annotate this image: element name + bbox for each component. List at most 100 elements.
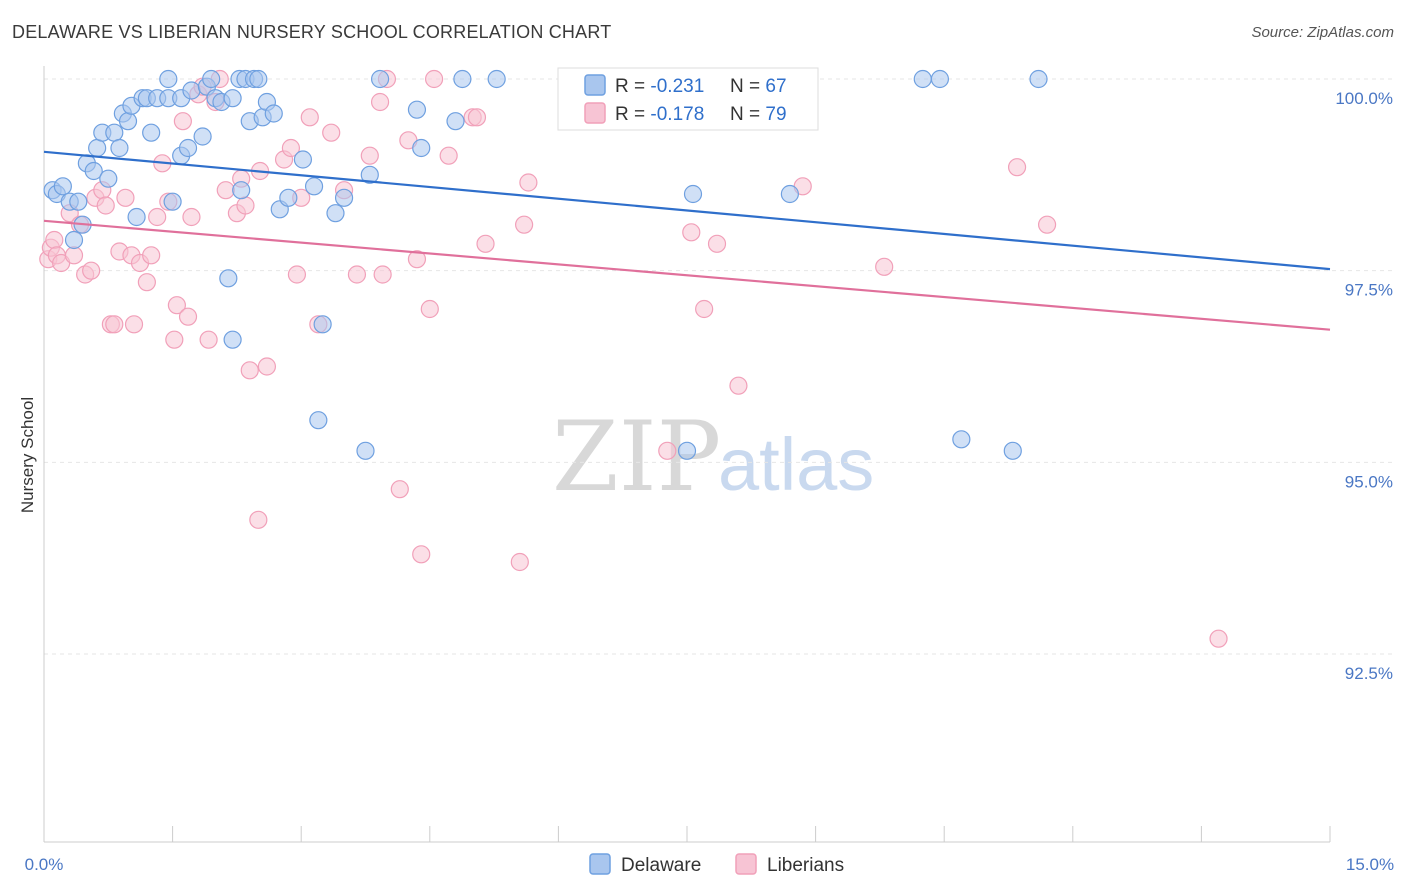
delaware-point (304, 177, 324, 196)
delaware-points (43, 69, 1048, 460)
delaware-point (293, 150, 313, 169)
liberians-point (124, 315, 144, 334)
liberians-point (1007, 158, 1027, 177)
source-credit: Source: ZipAtlas.com (1251, 24, 1394, 41)
svg-text:N = 67: N = 67 (730, 76, 787, 97)
svg-text:R = -0.178: R = -0.178 (615, 104, 704, 125)
liberians-point (370, 92, 390, 112)
liberians-point (1209, 629, 1228, 648)
liberians-point (695, 299, 714, 319)
legend-n-value-liberians: 79 (765, 104, 786, 125)
delaware-point (334, 188, 354, 207)
liberians-point (347, 265, 367, 284)
delaware-point (279, 188, 298, 207)
svg-text:N = 79: N = 79 (730, 104, 787, 125)
liberians-point (515, 215, 534, 234)
delaware-point (105, 123, 124, 142)
delaware-point (1003, 441, 1022, 460)
legend-swatch-liberians (584, 102, 606, 124)
delaware-point (683, 184, 703, 204)
liberians-point (249, 510, 268, 529)
liberians-point (439, 146, 458, 165)
trend-lines (43, 150, 1331, 331)
liberians-point (287, 265, 307, 284)
liberians-point (116, 188, 135, 207)
delaware-point (407, 100, 427, 119)
liberians-point (658, 441, 677, 460)
liberians-trend-line (43, 219, 1331, 331)
delaware-point (913, 69, 932, 89)
delaware-point (182, 81, 201, 100)
liberians-point (142, 246, 161, 265)
legend-r-label-liberians: R = (615, 104, 645, 125)
watermark-atlas: atlas (718, 423, 874, 506)
delaware-point (142, 123, 161, 142)
legend-n-value-delaware: 67 (765, 76, 786, 97)
liberians-point (424, 69, 444, 89)
liberians-point (137, 273, 156, 292)
liberians-point (105, 315, 124, 334)
liberians-point (64, 246, 84, 265)
liberians-point (412, 545, 431, 564)
liberians-point (875, 257, 894, 276)
y-tick-label: 95.0% (1345, 472, 1393, 491)
liberians-point (682, 223, 701, 242)
liberians-point (390, 480, 409, 499)
chart-title: DELAWARE VS LIBERIAN NURSERY SCHOOL CORR… (12, 22, 612, 42)
x-tick-label-max: 15.0% (1346, 855, 1394, 874)
watermark-zip: ZIP (552, 401, 721, 513)
delaware-point (193, 127, 212, 146)
delaware-point (952, 430, 971, 449)
axes: 92.5% 95.0% 97.5% 100.0% (43, 66, 1393, 843)
liberians-point (519, 173, 538, 192)
delaware-point (110, 138, 129, 158)
bottom-legend-swatch-liberians (735, 853, 757, 875)
delaware-point (163, 192, 182, 211)
y-tick-label: 100.0% (1335, 89, 1393, 108)
delaware-point (487, 69, 506, 89)
delaware-point (232, 181, 251, 200)
delaware-point (264, 104, 283, 123)
liberians-point (240, 361, 259, 380)
delaware-point (930, 69, 950, 89)
delaware-point (356, 441, 375, 460)
delaware-point (326, 204, 345, 223)
delaware-point (223, 330, 242, 349)
y-axis-title: Nursery School (18, 397, 37, 513)
liberians-point (216, 181, 235, 200)
liberians-point (1037, 215, 1057, 234)
liberians-point (510, 552, 529, 572)
liberians-point (300, 108, 319, 127)
liberians-point (281, 138, 301, 158)
delaware-point (53, 177, 72, 196)
liberians-point (407, 250, 427, 269)
liberians-point (148, 207, 167, 227)
bottom-legend-label-delaware: Delaware (621, 855, 701, 876)
delaware-point (127, 207, 146, 227)
delaware-point (370, 69, 390, 89)
delaware-point (159, 69, 178, 89)
liberians-point (707, 234, 727, 253)
legend-n-label-liberians: N = (730, 104, 760, 125)
delaware-point (360, 165, 379, 184)
liberians-point (257, 357, 277, 376)
legend-n-label-delaware: N = (730, 76, 760, 97)
liberians-point (82, 261, 101, 280)
delaware-point (69, 192, 88, 211)
liberians-point (236, 196, 255, 215)
liberians-point (167, 296, 186, 315)
liberians-point (178, 307, 198, 326)
liberians-point (420, 299, 439, 319)
delaware-point (99, 169, 118, 188)
bottom-legend-swatch-delaware (589, 853, 611, 875)
delaware-point (202, 69, 221, 89)
legend-r-value-delaware: -0.231 (650, 76, 704, 97)
liberians-point (45, 230, 64, 250)
delaware-point (1029, 69, 1048, 89)
y-tick-label: 92.5% (1345, 664, 1393, 683)
x-tick-label-min: 0.0% (25, 855, 64, 874)
delaware-point (223, 89, 242, 108)
liberians-point (322, 123, 341, 142)
delaware-point (453, 69, 472, 89)
